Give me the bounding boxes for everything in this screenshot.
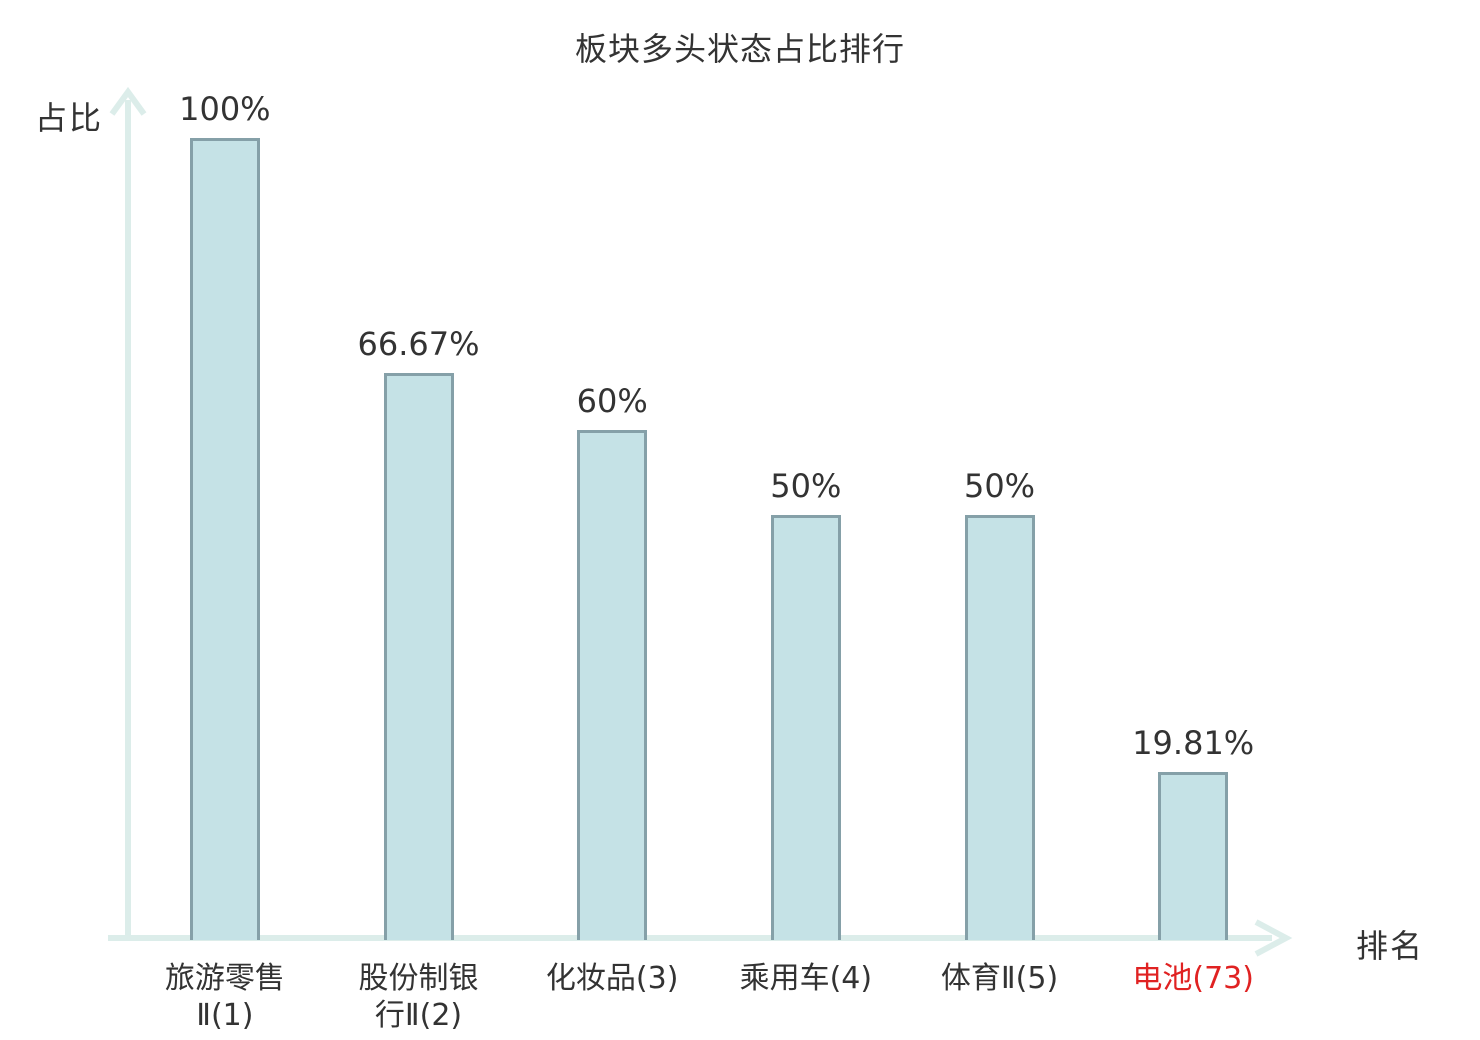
y-axis-label: 占比 — [35, 99, 104, 137]
y-axis-arrow-icon — [109, 86, 147, 116]
bar-group: 50% — [903, 90, 1097, 940]
bar-value-label: 19.81% — [1132, 723, 1255, 762]
bar-value-label: 60% — [576, 382, 648, 420]
category-label: 化妆品(3) — [545, 961, 679, 996]
x-axis-arrow-icon — [1254, 919, 1293, 957]
bar-group: 100% — [128, 90, 322, 940]
bar — [770, 515, 841, 940]
bar-value-label: 50% — [770, 467, 842, 505]
category-label: 体育Ⅱ(5) — [940, 961, 1059, 996]
bar — [1158, 771, 1229, 940]
category-label: 乘用车(4) — [739, 961, 873, 996]
bar-group: 60% — [515, 90, 709, 940]
category-label: 电池(73) — [1132, 961, 1254, 996]
bar-value-label: 100% — [179, 90, 271, 128]
chart-title: 板块多头状态占比排行 — [574, 30, 905, 68]
category-axis-labels: 旅游零售 Ⅱ(1) 股份制银 行Ⅱ(2) 化妆品(3) 乘用车(4) 体育Ⅱ(5) 电池(73… — [128, 960, 1290, 1034]
bar — [383, 373, 454, 940]
plot-area: 100% 66.67% 60% 50% 50% 19.81% — [128, 90, 1290, 940]
x-axis-label: 排名 — [1356, 927, 1425, 965]
bar-value-label: 66.67% — [357, 325, 480, 364]
bar — [964, 515, 1035, 940]
bar-group: 19.81% — [1096, 90, 1290, 940]
category-label: 旅游零售 Ⅱ(1) — [164, 961, 285, 1033]
bar — [189, 138, 260, 940]
bar — [577, 430, 648, 940]
bar-group: 66.67% — [322, 90, 516, 940]
bar-group: 50% — [709, 90, 903, 940]
category-label: 股份制银 行Ⅱ(2) — [358, 961, 479, 1033]
bar-value-label: 50% — [963, 467, 1036, 505]
